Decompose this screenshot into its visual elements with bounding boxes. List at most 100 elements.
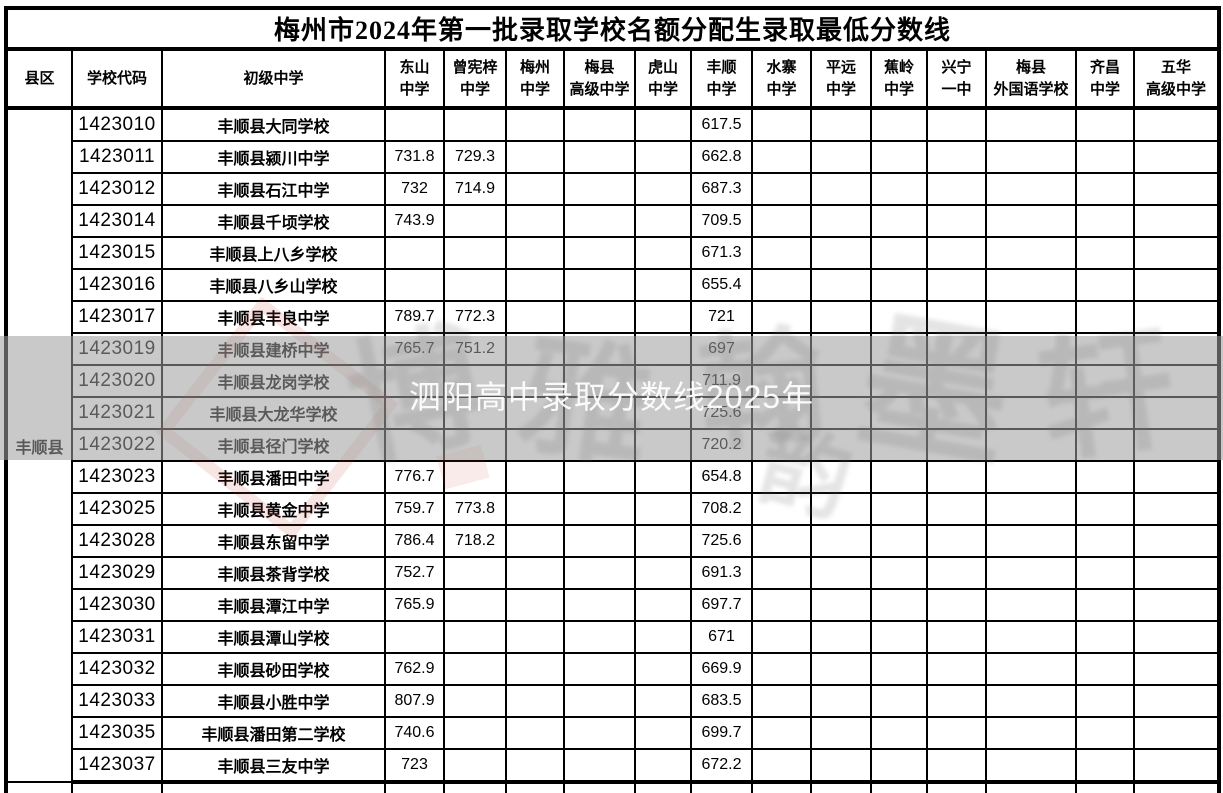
score-cell-dongshan: 776.7	[384, 460, 445, 494]
score-cell-xingning-yizhong	[926, 107, 987, 142]
score-cell-meixian-gaoji	[563, 524, 636, 558]
score-cell-wuhua-gaoji	[1132, 716, 1221, 750]
score-cell-meizhou	[505, 652, 565, 686]
score-cell-qichang	[1075, 556, 1135, 590]
score-cell-shuizhai	[751, 556, 812, 590]
header-meixian-gaoji: 梅县 高级中学	[563, 48, 636, 110]
junior-school-cell: 丰顺县潭山学校	[161, 620, 386, 654]
score-cell-pingyuan	[810, 652, 872, 686]
score-cell-meizhou	[505, 332, 565, 366]
score-cell-pingyuan	[810, 236, 872, 270]
score-cell-jiaoling	[870, 492, 928, 526]
school-code-cell: 1423020	[71, 364, 163, 398]
score-cell-qichang	[1075, 396, 1135, 430]
score-cell-qichang	[1075, 716, 1135, 750]
empty-cell	[751, 781, 812, 793]
score-cell-meixian-waiguoyu	[985, 107, 1077, 142]
score-cell-meixian-waiguoyu	[985, 684, 1077, 718]
score-cell-meixian-waiguoyu	[985, 204, 1077, 238]
score-cell-qichang	[1075, 172, 1135, 206]
score-cell-dongshan: 807.9	[384, 684, 445, 718]
score-cell-jiaoling	[870, 204, 928, 238]
table-row: 1423023 丰顺县潘田中学 776.7 654.8	[6, 460, 1221, 494]
score-cell-meixian-gaoji	[563, 684, 636, 718]
header-wuhua-gaoji: 五华 高级中学	[1132, 48, 1221, 110]
score-cell-jiaoling	[870, 684, 928, 718]
junior-school-cell: 丰顺县潭江中学	[161, 588, 386, 622]
header-school-code: 学校代码	[71, 48, 163, 110]
score-cell-hushan	[634, 492, 692, 526]
score-cell-wuhua-gaoji	[1132, 396, 1221, 430]
score-cell-pingyuan	[810, 204, 872, 238]
score-cell-meixian-waiguoyu	[985, 236, 1077, 270]
score-cell-hushan	[634, 107, 692, 142]
empty-cell	[690, 781, 753, 793]
score-cell-xingning-yizhong	[926, 460, 987, 494]
score-cell-dongshan: 732	[384, 172, 445, 206]
score-cell-fengshun: 655.4	[690, 268, 753, 302]
score-cell-zengxianzi	[443, 620, 507, 654]
header-jiaoling: 蕉岭 中学	[870, 48, 928, 110]
score-cell-pingyuan	[810, 332, 872, 366]
county-cell: 丰顺县	[5, 107, 73, 783]
score-cell-fengshun: 662.8	[690, 140, 753, 174]
score-cell-pingyuan	[810, 107, 872, 142]
score-cell-meizhou	[505, 716, 565, 750]
score-cell-meixian-waiguoyu	[985, 588, 1077, 622]
score-cell-dongshan: 789.7	[384, 300, 445, 334]
empty-cell	[926, 781, 987, 793]
score-cell-fengshun: 725.6	[690, 524, 753, 558]
empty-cell	[161, 781, 386, 793]
table-row: 1423019 丰顺县建桥中学 765.7 751.2 697	[6, 332, 1221, 366]
score-cell-dongshan: 743.9	[384, 204, 445, 238]
score-cell-hushan	[634, 172, 692, 206]
score-cell-fengshun: 654.8	[690, 460, 753, 494]
score-cell-xingning-yizhong	[926, 396, 987, 430]
table-row: 1423032 丰顺县砂田学校 762.9 669.9	[6, 652, 1221, 686]
page-title: 梅州市2024年第一批录取学校名额分配生录取最低分数线	[4, 7, 1221, 51]
score-cell-xingning-yizhong	[926, 716, 987, 750]
score-cell-shuizhai	[751, 300, 812, 334]
score-cell-hushan	[634, 524, 692, 558]
score-cell-jiaoling	[870, 524, 928, 558]
junior-school-cell: 丰顺县茶背学校	[161, 556, 386, 590]
score-cell-wuhua-gaoji	[1132, 524, 1221, 558]
score-cell-fengshun: 671.3	[690, 236, 753, 270]
score-cell-wuhua-gaoji	[1132, 300, 1221, 334]
score-cell-shuizhai	[751, 492, 812, 526]
score-cell-fengshun: 697.7	[690, 588, 753, 622]
score-cell-meixian-waiguoyu	[985, 364, 1077, 398]
score-cell-pingyuan	[810, 428, 872, 462]
score-cell-zengxianzi	[443, 236, 507, 270]
score-cell-meixian-waiguoyu	[985, 460, 1077, 494]
score-cell-qichang	[1075, 140, 1135, 174]
score-cell-zengxianzi	[443, 748, 507, 784]
score-cell-shuizhai	[751, 332, 812, 366]
score-cell-meizhou	[505, 300, 565, 334]
table-row: 1423028 丰顺县东留中学 786.4 718.2 725.6	[6, 524, 1221, 558]
score-cell-meixian-gaoji	[563, 236, 636, 270]
junior-school-cell: 丰顺县径门学校	[161, 428, 386, 462]
score-cell-meixian-gaoji	[563, 107, 636, 142]
table-row: 1423035 丰顺县潘田第二学校 740.6 699.7	[6, 716, 1221, 750]
score-cell-fengshun: 683.5	[690, 684, 753, 718]
score-cell-qichang	[1075, 428, 1135, 462]
score-cell-hushan	[634, 428, 692, 462]
score-cell-meixian-gaoji	[563, 652, 636, 686]
score-cell-wuhua-gaoji	[1132, 268, 1221, 302]
score-cell-qichang	[1075, 268, 1135, 302]
score-cell-wuhua-gaoji	[1132, 107, 1221, 142]
score-cell-hushan	[634, 652, 692, 686]
score-cell-hushan	[634, 748, 692, 784]
score-cell-dongshan	[384, 364, 445, 398]
score-cell-meixian-gaoji	[563, 364, 636, 398]
table-row: 1423030 丰顺县潭江中学 765.9 697.7	[6, 588, 1221, 622]
score-cell-pingyuan	[810, 748, 872, 784]
score-cell-meixian-gaoji	[563, 460, 636, 494]
school-code-cell: 1423022	[71, 428, 163, 462]
school-code-cell: 1423025	[71, 492, 163, 526]
score-cell-xingning-yizhong	[926, 268, 987, 302]
score-cell-wuhua-gaoji	[1132, 172, 1221, 206]
score-cell-meizhou	[505, 556, 565, 590]
header-pingyuan: 平远 中学	[810, 48, 872, 110]
